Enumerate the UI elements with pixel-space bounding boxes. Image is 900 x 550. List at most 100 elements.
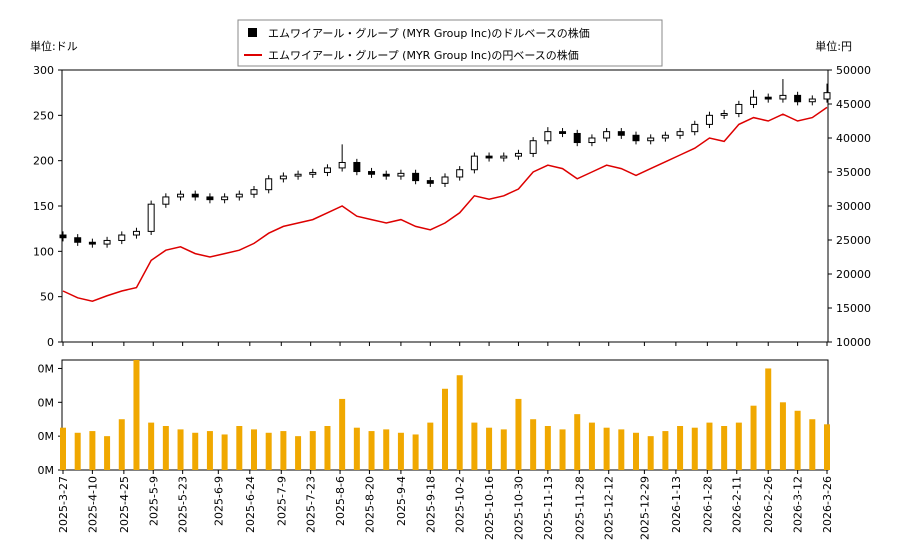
candle-body [691, 123, 699, 133]
volume-bar [412, 434, 419, 470]
volume-bar [104, 436, 111, 470]
candle-body [661, 134, 669, 139]
candle-body [412, 172, 420, 182]
y2-tick-label: 50000 [836, 64, 871, 77]
candle-body [647, 137, 655, 142]
candle-body [794, 94, 802, 103]
candle-body [632, 134, 640, 142]
candle-body [426, 180, 434, 184]
volume-bar [251, 429, 257, 470]
volume-bar [148, 422, 155, 470]
candle-body [59, 234, 67, 239]
x-tick-label: 2025-10-30 [512, 476, 525, 540]
volume-bar [765, 368, 772, 470]
candle-body [132, 230, 140, 236]
y-tick-label: 50 [40, 291, 54, 304]
volume-bar [633, 432, 639, 470]
y-tick-label: 100 [33, 245, 54, 258]
candle-body [368, 171, 376, 175]
y2-axis-label: 単位:円 [815, 39, 852, 53]
candle-body [353, 161, 361, 173]
volume-bar [427, 422, 434, 470]
x-tick-label: 2026-3-26 [821, 476, 834, 533]
x-tick-label: 2025-11-13 [542, 476, 555, 540]
candle-body [544, 131, 552, 142]
candle-body [323, 167, 331, 173]
candle-body [588, 137, 596, 144]
candle-body [559, 131, 567, 134]
x-tick-label: 2025-3-27 [57, 476, 70, 533]
volume-bar [486, 427, 493, 470]
y-tick-label: 200 [33, 155, 54, 168]
volume-bar [456, 375, 463, 470]
volume-bar [662, 431, 669, 470]
candle-body [294, 173, 302, 177]
candle-body [529, 140, 537, 154]
candle-body [162, 196, 170, 205]
candle-body [779, 94, 787, 100]
volume-bar [706, 422, 713, 470]
y2-tick-label: 45000 [836, 98, 871, 111]
price-frame [61, 69, 829, 343]
candle-body [103, 239, 111, 245]
volume-bar [192, 432, 199, 470]
volume-bar [530, 419, 537, 470]
x-tick-label: 2026-3-12 [792, 476, 805, 533]
volume-bar [265, 432, 272, 470]
candle-body [456, 169, 464, 178]
candle-body [382, 173, 390, 177]
candle-body [235, 193, 243, 198]
legend-label: エムワイアール・グループ (MYR Group Inc)のドルベースの株価 [268, 26, 590, 40]
candle-body [705, 114, 713, 125]
candle-body [221, 196, 229, 201]
x-tick-label: 2025-6-24 [244, 476, 257, 533]
volume-bar [236, 426, 243, 470]
y-tick-label: 0M [38, 464, 55, 477]
candle-body [764, 96, 772, 100]
candle-body [191, 193, 199, 198]
volume-bar [383, 429, 390, 470]
candle-body [720, 113, 728, 116]
y-tick-label: 300 [33, 64, 54, 77]
y-tick-label: 0M [38, 362, 55, 375]
candle-body [500, 155, 508, 159]
volume-bar [471, 422, 478, 470]
x-tick-label: 2026-2-11 [731, 476, 744, 533]
volume-bar [339, 398, 346, 470]
volume-bar [500, 429, 507, 470]
y2-tick-label: 30000 [836, 200, 871, 213]
x-tick-label: 2025-4-10 [86, 476, 99, 533]
volume-bar [721, 426, 728, 470]
volume-bar [89, 431, 96, 470]
volume-bar [735, 422, 742, 470]
x-tick-label: 2025-10-16 [483, 476, 496, 540]
volume-bar [368, 431, 375, 470]
candle-body [485, 155, 493, 159]
candle-body [823, 92, 831, 100]
candle-body [397, 172, 405, 177]
x-tick-label: 2025-4-25 [118, 476, 131, 533]
y2-tick-label: 25000 [836, 234, 871, 247]
y2-tick-label: 10000 [836, 336, 871, 349]
volume-bar [677, 426, 684, 470]
candle-body [676, 131, 684, 136]
price-line [62, 106, 828, 302]
x-tick-label: 2025-9-4 [395, 476, 408, 526]
volume-bar [280, 431, 287, 470]
volume-bar [750, 405, 757, 470]
legend [237, 19, 663, 67]
volume-bar [442, 388, 448, 470]
x-tick-label: 2025-8-6 [334, 476, 347, 526]
candle-body [808, 98, 816, 103]
x-tick-label: 2025-11-28 [573, 476, 586, 540]
candle-body [750, 96, 758, 105]
volume-bar [309, 431, 316, 470]
y-tick-label: 0 [47, 336, 54, 349]
y-tick-label: 250 [33, 109, 54, 122]
x-tick-label: 2025-7-9 [275, 476, 288, 526]
y-tick-label: 0M [38, 430, 55, 443]
candle-body [573, 132, 581, 144]
candle-body [118, 234, 126, 241]
x-tick-label: 2026-2-26 [762, 476, 775, 533]
